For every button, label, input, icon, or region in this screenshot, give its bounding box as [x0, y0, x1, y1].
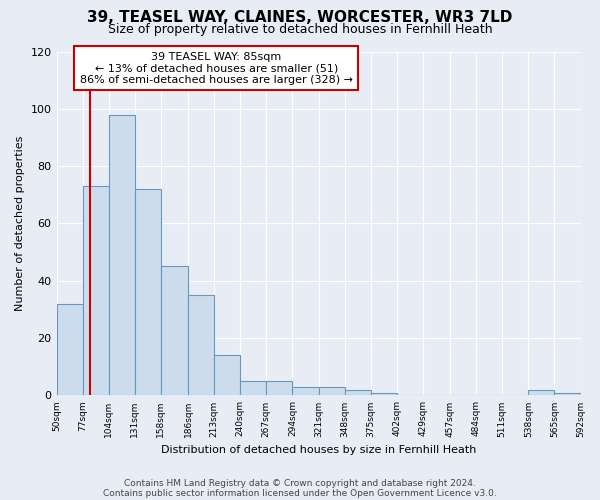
Text: 39 TEASEL WAY: 85sqm
← 13% of detached houses are smaller (51)
86% of semi-detac: 39 TEASEL WAY: 85sqm ← 13% of detached h…	[80, 52, 353, 84]
Text: 39, TEASEL WAY, CLAINES, WORCESTER, WR3 7LD: 39, TEASEL WAY, CLAINES, WORCESTER, WR3 …	[88, 10, 512, 25]
Bar	[554, 392, 581, 396]
Y-axis label: Number of detached properties: Number of detached properties	[15, 136, 25, 311]
Bar	[161, 266, 188, 396]
Bar	[240, 381, 266, 396]
Text: Size of property relative to detached houses in Fernhill Heath: Size of property relative to detached ho…	[107, 22, 493, 36]
Bar	[214, 356, 240, 396]
Bar	[266, 381, 292, 396]
Bar	[56, 304, 83, 396]
Bar	[344, 390, 371, 396]
Text: Contains HM Land Registry data © Crown copyright and database right 2024.: Contains HM Land Registry data © Crown c…	[124, 478, 476, 488]
Bar	[319, 387, 344, 396]
Bar	[188, 295, 214, 396]
Bar	[135, 189, 161, 396]
Bar	[292, 387, 319, 396]
Bar	[371, 392, 397, 396]
Bar	[528, 390, 554, 396]
X-axis label: Distribution of detached houses by size in Fernhill Heath: Distribution of detached houses by size …	[161, 445, 476, 455]
Bar	[109, 114, 135, 396]
Text: Contains public sector information licensed under the Open Government Licence v3: Contains public sector information licen…	[103, 488, 497, 498]
Bar	[83, 186, 109, 396]
